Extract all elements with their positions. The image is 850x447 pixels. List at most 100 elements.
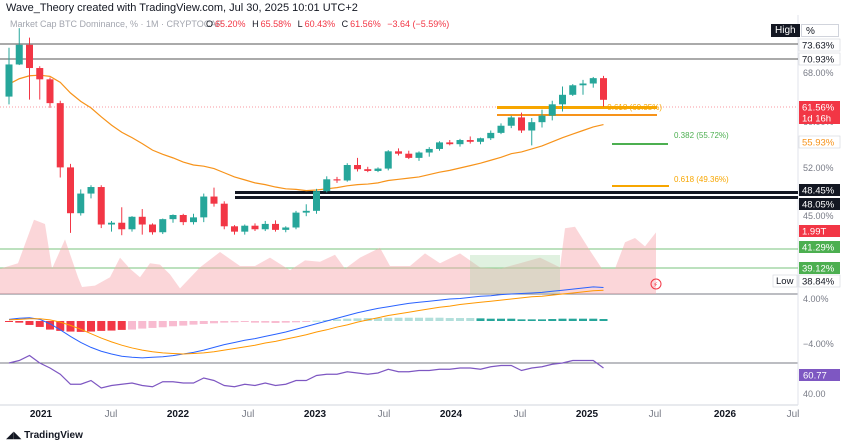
macd-bar: [579, 318, 587, 321]
time-axis-label: 2023: [304, 409, 327, 420]
candle-body: [364, 169, 372, 171]
candle-body: [5, 64, 13, 97]
price-tag: [799, 101, 840, 113]
candle-body: [251, 225, 259, 230]
price-tag: [798, 52, 841, 66]
macd-axis-label: −4.00%: [803, 339, 834, 349]
candle-body: [395, 151, 402, 154]
macd-bar: [333, 319, 341, 321]
candle-body: [323, 179, 331, 192]
macd-bar: [128, 321, 136, 330]
lightning-icon: [650, 278, 662, 290]
candle-body: [56, 103, 64, 168]
macd-bar: [97, 321, 106, 331]
macd-bar: [56, 321, 65, 331]
macd-bar: [199, 321, 208, 324]
candle-body: [354, 165, 361, 170]
candle-body: [302, 210, 310, 213]
price-tag: [799, 225, 840, 237]
candle-body: [425, 148, 433, 153]
macd-bar: [117, 321, 126, 330]
candle-body: [436, 142, 443, 149]
price-tag: [799, 184, 840, 196]
macd-bar: [76, 321, 85, 332]
candle-body: [497, 125, 505, 133]
candle-body: [313, 191, 320, 211]
candle-body: [282, 227, 290, 230]
macd-line: [8, 286, 604, 359]
candle-body: [466, 140, 474, 142]
price-axis-label: 68.00%: [803, 68, 834, 78]
support-line-48-45: [235, 191, 798, 194]
candle-body: [210, 196, 218, 204]
watermark-header: Wave_Theory created with TradingView.com…: [6, 2, 358, 14]
rsi-value-label: 60.77: [803, 371, 827, 382]
candle-body: [118, 222, 126, 230]
macd-bar: [148, 321, 157, 328]
time-axis-label: 2022: [167, 409, 190, 420]
ohlc-low: L 60.43%: [297, 19, 336, 29]
percent-scale-button[interactable]: %: [801, 24, 839, 37]
price-tag: [799, 241, 840, 253]
time-axis-label: Jul: [787, 409, 800, 420]
macd-bar: [456, 318, 464, 321]
macd-bar: [261, 321, 270, 323]
price-tag-label: 73.63%: [802, 41, 835, 52]
macd-bar: [15, 321, 24, 323]
macd-bar: [507, 318, 516, 321]
price-tag-label: 48.45%: [802, 186, 835, 197]
volume-area-green-segment: [470, 255, 560, 294]
macd-bar: [5, 321, 13, 322]
macd-bar: [107, 321, 116, 331]
fib-line-60: [497, 106, 657, 109]
price-tag-label: 39.12%: [802, 264, 835, 275]
candle-body: [333, 179, 341, 181]
candle-body: [272, 223, 279, 230]
price-tag: [798, 135, 841, 149]
candle-body: [77, 193, 85, 214]
high-toggle-button[interactable]: High: [771, 24, 800, 37]
price-tag-label: 70.93%: [802, 55, 835, 66]
macd-bar: [169, 321, 177, 327]
macd-bar: [404, 317, 413, 321]
candle-body: [67, 167, 74, 214]
candle-body: [538, 115, 546, 123]
price-tag-label: 61.56%: [802, 103, 835, 114]
candle-body: [384, 151, 392, 169]
time-axis-label: 2021: [30, 409, 53, 420]
macd-bar: [343, 318, 352, 321]
candle-body: [415, 152, 423, 158]
time-axis-label: Jul: [242, 409, 255, 420]
candle-body: [559, 94, 566, 105]
fib-label: 0.382 (55.72%): [674, 131, 729, 140]
macd-bar: [210, 321, 218, 324]
candle-body: [26, 44, 33, 69]
price-tag-label: 1d 16h: [802, 114, 831, 125]
lightning-glyph: ⚡: [653, 281, 658, 289]
macd-bar: [271, 321, 280, 323]
macd-bar: [179, 321, 188, 326]
candle-body: [446, 142, 454, 145]
macd-bar: [66, 321, 75, 332]
price-tag-label: 41.29%: [802, 243, 835, 254]
price-axis-label: 52.00%: [803, 163, 834, 173]
candle-body: [569, 85, 577, 95]
macd-bar: [302, 321, 311, 322]
price-tag-label: 55.93%: [802, 138, 835, 149]
ohlc-close: C 61.56%: [341, 19, 381, 29]
tradingview-logo-icon: ◢◣: [6, 430, 25, 441]
price-tag-label: 38.84%: [802, 277, 835, 288]
candle-body: [108, 222, 115, 225]
candle-body: [292, 212, 300, 228]
macd-bar: [312, 320, 321, 322]
macd-bar: [415, 317, 423, 321]
volume-area: [0, 219, 656, 294]
candle-body: [200, 196, 208, 218]
macd-bar: [599, 319, 608, 321]
candle-body: [241, 225, 249, 232]
macd-axis-label: 4.00%: [803, 294, 829, 304]
macd-bar: [35, 321, 44, 327]
candle-body: [456, 140, 464, 145]
symbol-title: Market Cap BTC Dominance, % · 1M · CRYPT…: [10, 19, 223, 29]
